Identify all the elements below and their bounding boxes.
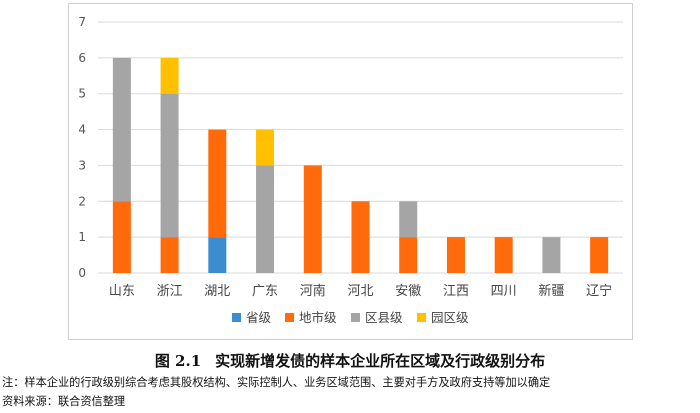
bar-segment <box>208 237 227 273</box>
bar-segment <box>590 237 609 273</box>
x-category-label: 新疆 <box>538 283 564 299</box>
bar-segment <box>399 237 418 273</box>
chart-frame: 0 1 2 3 4 5 6 7 山东 浙江 湖北 广东 河南 河北 安徽 江西 四川 新疆 辽宁省级 地市级 区县级 园区… <box>68 3 633 340</box>
legend-swatch <box>417 313 426 322</box>
figure-caption: 图 2.1 实现新增发债的样本企业所在区域及行政级别分布 <box>0 350 700 371</box>
y-tick-label: 3 <box>78 158 86 172</box>
bar-segment <box>112 57 131 202</box>
figure-number: 图 2.1 <box>154 352 202 370</box>
x-category-label: 广东 <box>252 284 278 299</box>
legend-swatch <box>285 313 294 322</box>
bar-segment <box>399 201 418 238</box>
x-category-label: 湖北 <box>204 284 230 299</box>
x-category-label: 河北 <box>347 284 373 299</box>
legend-swatch <box>351 313 360 322</box>
legend-label: 区县级 <box>365 310 403 325</box>
x-category-label: 河南 <box>300 283 326 299</box>
source-text: 资料来源：联合资信整理 <box>2 395 126 408</box>
y-tick-label: 2 <box>78 194 86 208</box>
legend-label: 园区级 <box>431 310 469 325</box>
x-category-label: 辽宁 <box>586 283 612 299</box>
y-tick-label: 7 <box>78 15 86 29</box>
figure-title: 实现新增发债的样本企业所在区域及行政级别分布 <box>215 352 546 370</box>
bar-segment <box>351 201 370 273</box>
bar-segment <box>446 237 465 273</box>
bar-segment <box>256 165 275 273</box>
y-tick-label: 6 <box>78 51 86 65</box>
y-tick-label: 4 <box>78 123 86 137</box>
bar-segment <box>112 201 131 273</box>
bar-segment <box>160 93 179 238</box>
legend-label: 省级 <box>246 310 272 325</box>
x-category-label: 安徽 <box>395 284 421 299</box>
legend-label: 地市级 <box>299 310 337 325</box>
bar-segment <box>160 237 179 273</box>
y-tick-label: 0 <box>78 266 86 280</box>
bar-segment <box>208 129 227 238</box>
note-text: 注：样本企业的行政级别综合考虑其股权结构、实际控制人、业务区域范围、主要对手方及… <box>2 376 551 389</box>
bar-segment <box>494 237 513 273</box>
y-tick-label: 1 <box>78 230 86 244</box>
x-category-label: 山东 <box>109 284 135 299</box>
legend-swatch <box>232 313 241 322</box>
x-category-label: 四川 <box>491 284 517 299</box>
bar-segment <box>542 237 561 273</box>
x-category-label: 浙江 <box>157 284 183 299</box>
bar-segment <box>256 129 275 166</box>
x-category-label: 江西 <box>443 284 469 299</box>
bar-segment <box>160 57 179 94</box>
bar-segment <box>303 165 322 273</box>
y-tick-label: 5 <box>78 87 86 101</box>
